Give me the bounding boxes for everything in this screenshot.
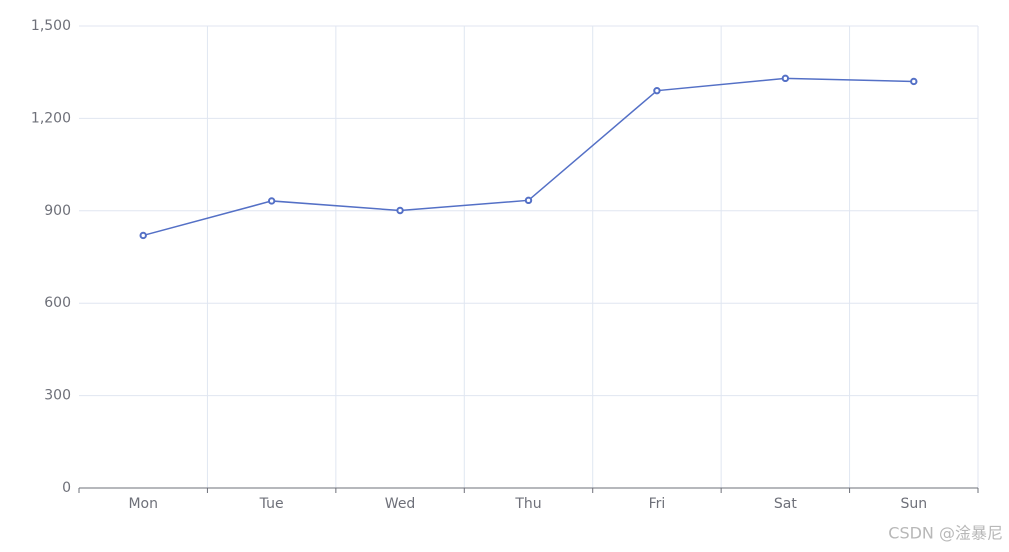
point <box>396 206 404 215</box>
y-tick-label: 1,500 <box>31 18 71 34</box>
point <box>910 77 918 86</box>
watermark: CSDN @淦暴尼 <box>888 524 1003 543</box>
point <box>781 74 790 83</box>
y-tick-label: 1,200 <box>31 110 71 126</box>
x-tick-label: Thu <box>514 496 541 512</box>
point <box>524 196 533 205</box>
y-tick-label: 0 <box>62 480 71 496</box>
point <box>653 86 661 95</box>
point <box>267 197 276 205</box>
y-tick-label: 600 <box>44 295 71 311</box>
x-tick-label: Sun <box>900 496 927 512</box>
y-tick-label: 900 <box>44 203 71 219</box>
point <box>139 231 147 240</box>
x-tick-label: Fri <box>649 496 666 512</box>
x-tick-label: Tue <box>259 496 284 512</box>
line <box>143 77 914 237</box>
x-tick-label: Mon <box>128 496 158 512</box>
y-tick-label: 300 <box>44 388 71 404</box>
x-tick-label: Wed <box>385 496 416 512</box>
x-tick-label: Sat <box>774 496 797 512</box>
